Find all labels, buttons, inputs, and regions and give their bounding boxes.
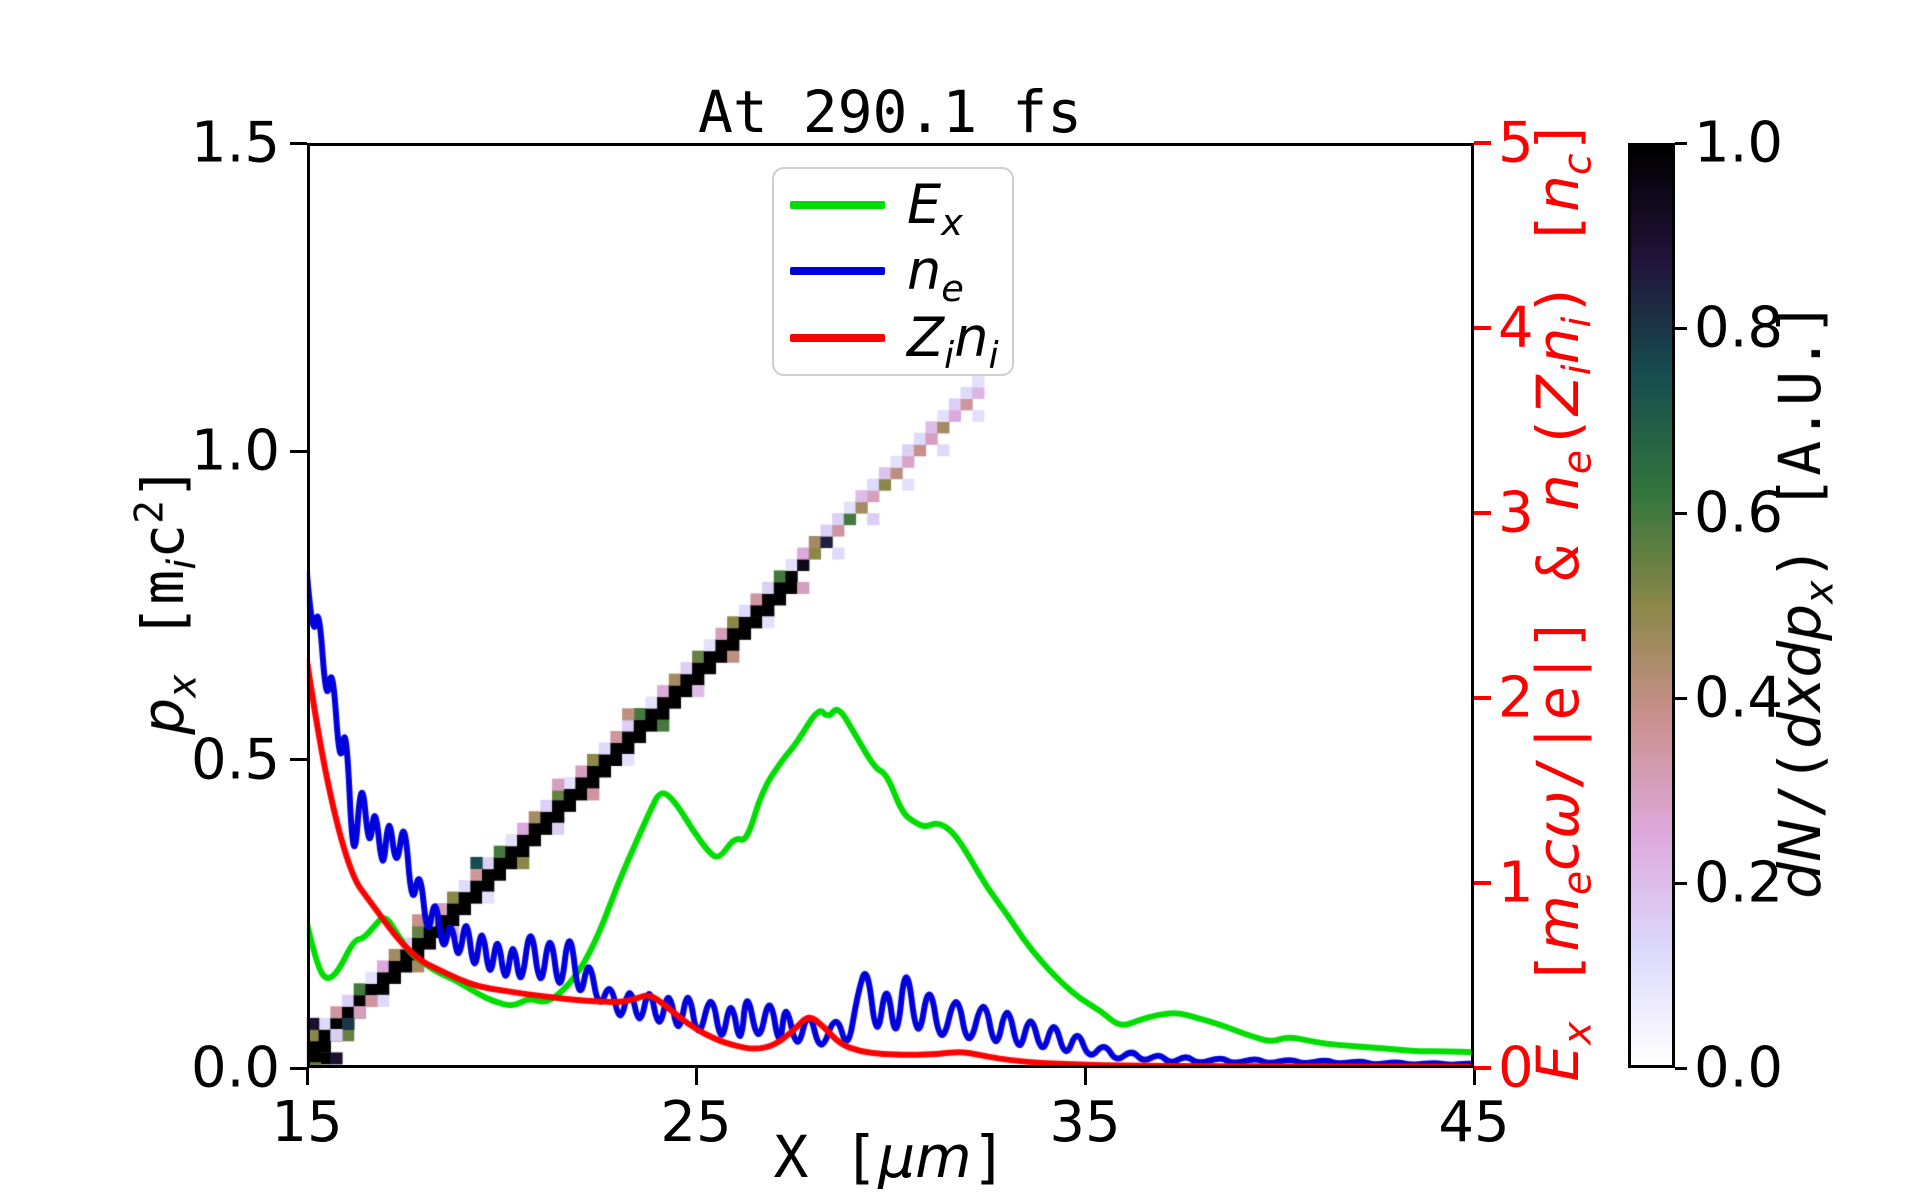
y-axis-label-left: px [mic2] xyxy=(126,465,206,735)
x-tick-label: 15 xyxy=(271,1090,343,1155)
legend-item-Zini: Zini xyxy=(774,305,1012,377)
y-right-tick xyxy=(1474,511,1491,515)
colorbar xyxy=(1628,143,1675,1068)
x-axis-label: X [μm] xyxy=(773,1123,1007,1191)
y-right-tick xyxy=(1474,326,1491,330)
y-right-tick xyxy=(1474,141,1491,145)
y-axis-label-right: Ex [mecω/|e|] & ne(Zini) [nc] xyxy=(1524,118,1601,1082)
colorbar-tick-label: 0.2 xyxy=(1694,850,1784,916)
y-right-tick-label: 3 xyxy=(1498,480,1534,546)
colorbar-tick-label: 0.8 xyxy=(1694,295,1784,361)
x-tick xyxy=(1472,1068,1476,1085)
colorbar-tick xyxy=(1675,1066,1687,1070)
colorbar-tick xyxy=(1675,326,1687,330)
x-tick xyxy=(1083,1068,1087,1085)
legend-item-Ex: Ex xyxy=(774,172,1012,244)
colorbar-tick xyxy=(1675,511,1687,515)
x-tick-label: 35 xyxy=(1049,1090,1121,1155)
colorbar-tick xyxy=(1675,141,1687,145)
legend-label-ne: ne xyxy=(907,239,964,310)
y-left-tick xyxy=(290,449,307,453)
x-tick xyxy=(305,1068,309,1085)
y-right-tick-label: 2 xyxy=(1498,665,1534,731)
legend-label-Ex: Ex xyxy=(907,173,963,244)
chart-title: At 290.1 fs xyxy=(697,78,1083,146)
colorbar-tick-label: 0.0 xyxy=(1694,1035,1784,1101)
legend: Ex ne Zini xyxy=(772,167,1014,376)
y-left-tick xyxy=(290,758,307,762)
plot-area xyxy=(307,143,1474,1068)
legend-line-ne xyxy=(790,267,885,275)
y-left-tick-label: 1.0 xyxy=(190,418,280,484)
colorbar-tick xyxy=(1675,881,1687,885)
x-tick-label: 45 xyxy=(1438,1090,1510,1155)
legend-line-Ex xyxy=(790,201,885,209)
colorbar-label: dN/(dxdpx) [A.U.] xyxy=(1766,301,1843,899)
y-left-tick xyxy=(290,141,307,145)
colorbar-tick-label: 1.0 xyxy=(1694,110,1784,176)
colorbar-tick xyxy=(1675,696,1687,700)
y-left-tick xyxy=(290,1066,307,1070)
y-right-tick-label: 4 xyxy=(1498,295,1534,361)
y-right-tick xyxy=(1474,881,1491,885)
x-tick xyxy=(694,1068,698,1085)
y-left-tick-label: 0.0 xyxy=(190,1035,280,1101)
x-tick-label: 25 xyxy=(660,1090,732,1155)
y-right-tick-label: 0 xyxy=(1498,1035,1534,1101)
y-right-tick-label: 1 xyxy=(1498,850,1534,916)
colorbar-tick-label: 0.4 xyxy=(1694,665,1784,731)
y-right-tick xyxy=(1474,1066,1491,1070)
legend-item-ne: ne xyxy=(774,238,1012,310)
colorbar-tick-label: 0.6 xyxy=(1694,480,1784,546)
y-left-tick-label: 0.5 xyxy=(190,727,280,793)
y-right-tick-label: 5 xyxy=(1498,110,1534,176)
legend-line-Zini xyxy=(790,334,885,342)
y-left-tick-label: 1.5 xyxy=(190,110,280,176)
legend-label-Zini: Zini xyxy=(907,306,999,377)
y-right-tick xyxy=(1474,696,1491,700)
